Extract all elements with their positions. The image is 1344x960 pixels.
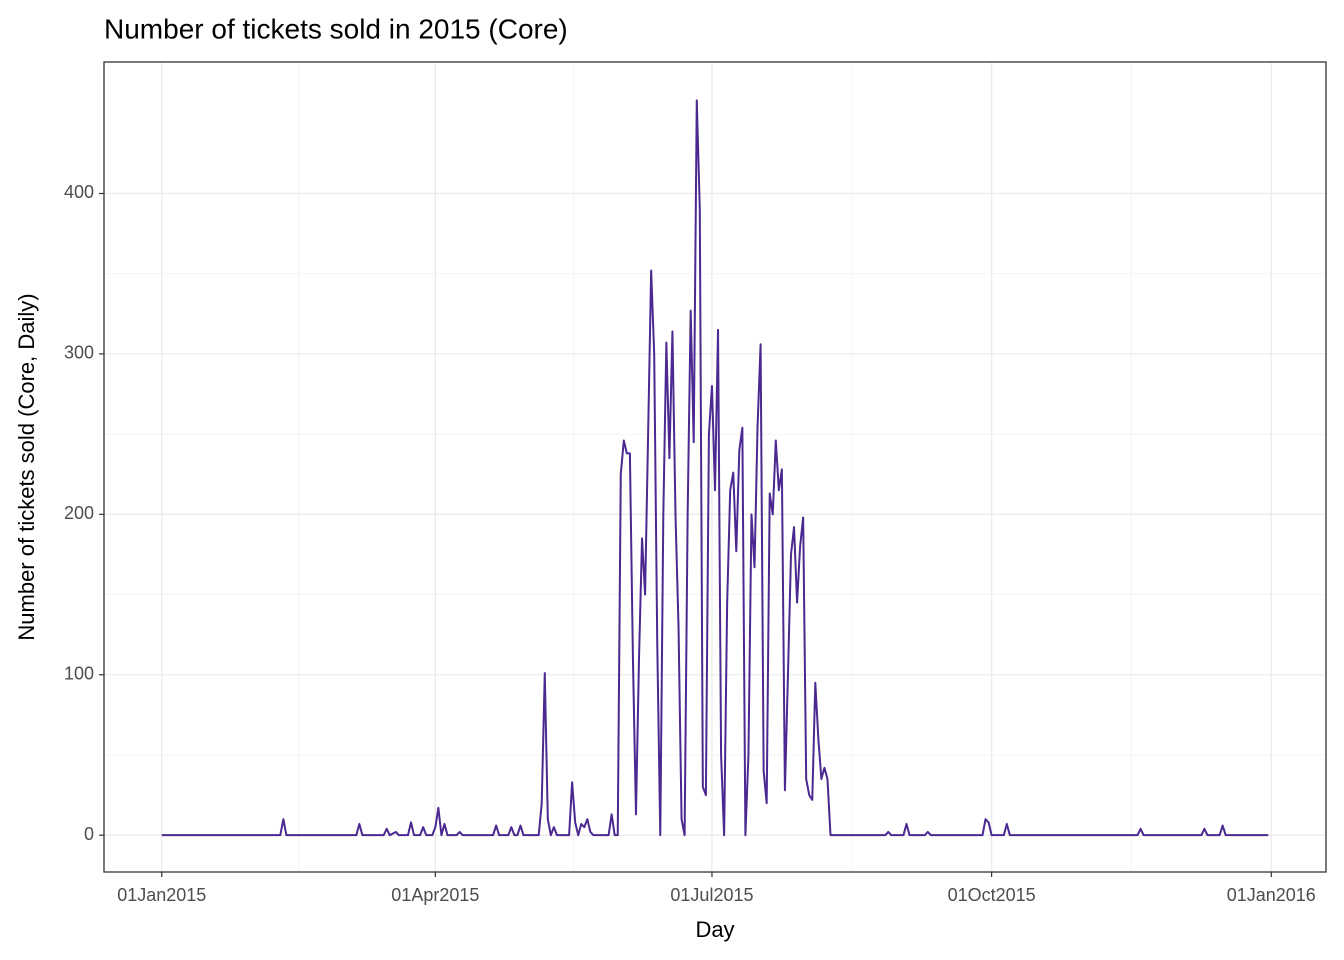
y-tick-label: 400 — [64, 182, 94, 202]
y-tick-label: 100 — [64, 664, 94, 684]
y-tick-label: 300 — [64, 343, 94, 363]
x-tick-label: 01Oct2015 — [948, 885, 1036, 905]
x-axis-title: Day — [695, 917, 734, 942]
data-line — [161, 99, 1269, 837]
x-tick-label: 01Jul2015 — [670, 885, 753, 905]
y-tick-label: 0 — [84, 824, 94, 844]
x-tick-label: 01Jan2016 — [1227, 885, 1316, 905]
panel-border — [103, 61, 1327, 873]
y-axis-title: Number of tickets sold (Core, Daily) — [14, 293, 39, 640]
x-tick-label: 01Apr2015 — [391, 885, 479, 905]
chart-title: Number of tickets sold in 2015 (Core) — [104, 13, 568, 44]
y-tick-label: 200 — [64, 503, 94, 523]
x-tick-label: 01Jan2015 — [117, 885, 206, 905]
